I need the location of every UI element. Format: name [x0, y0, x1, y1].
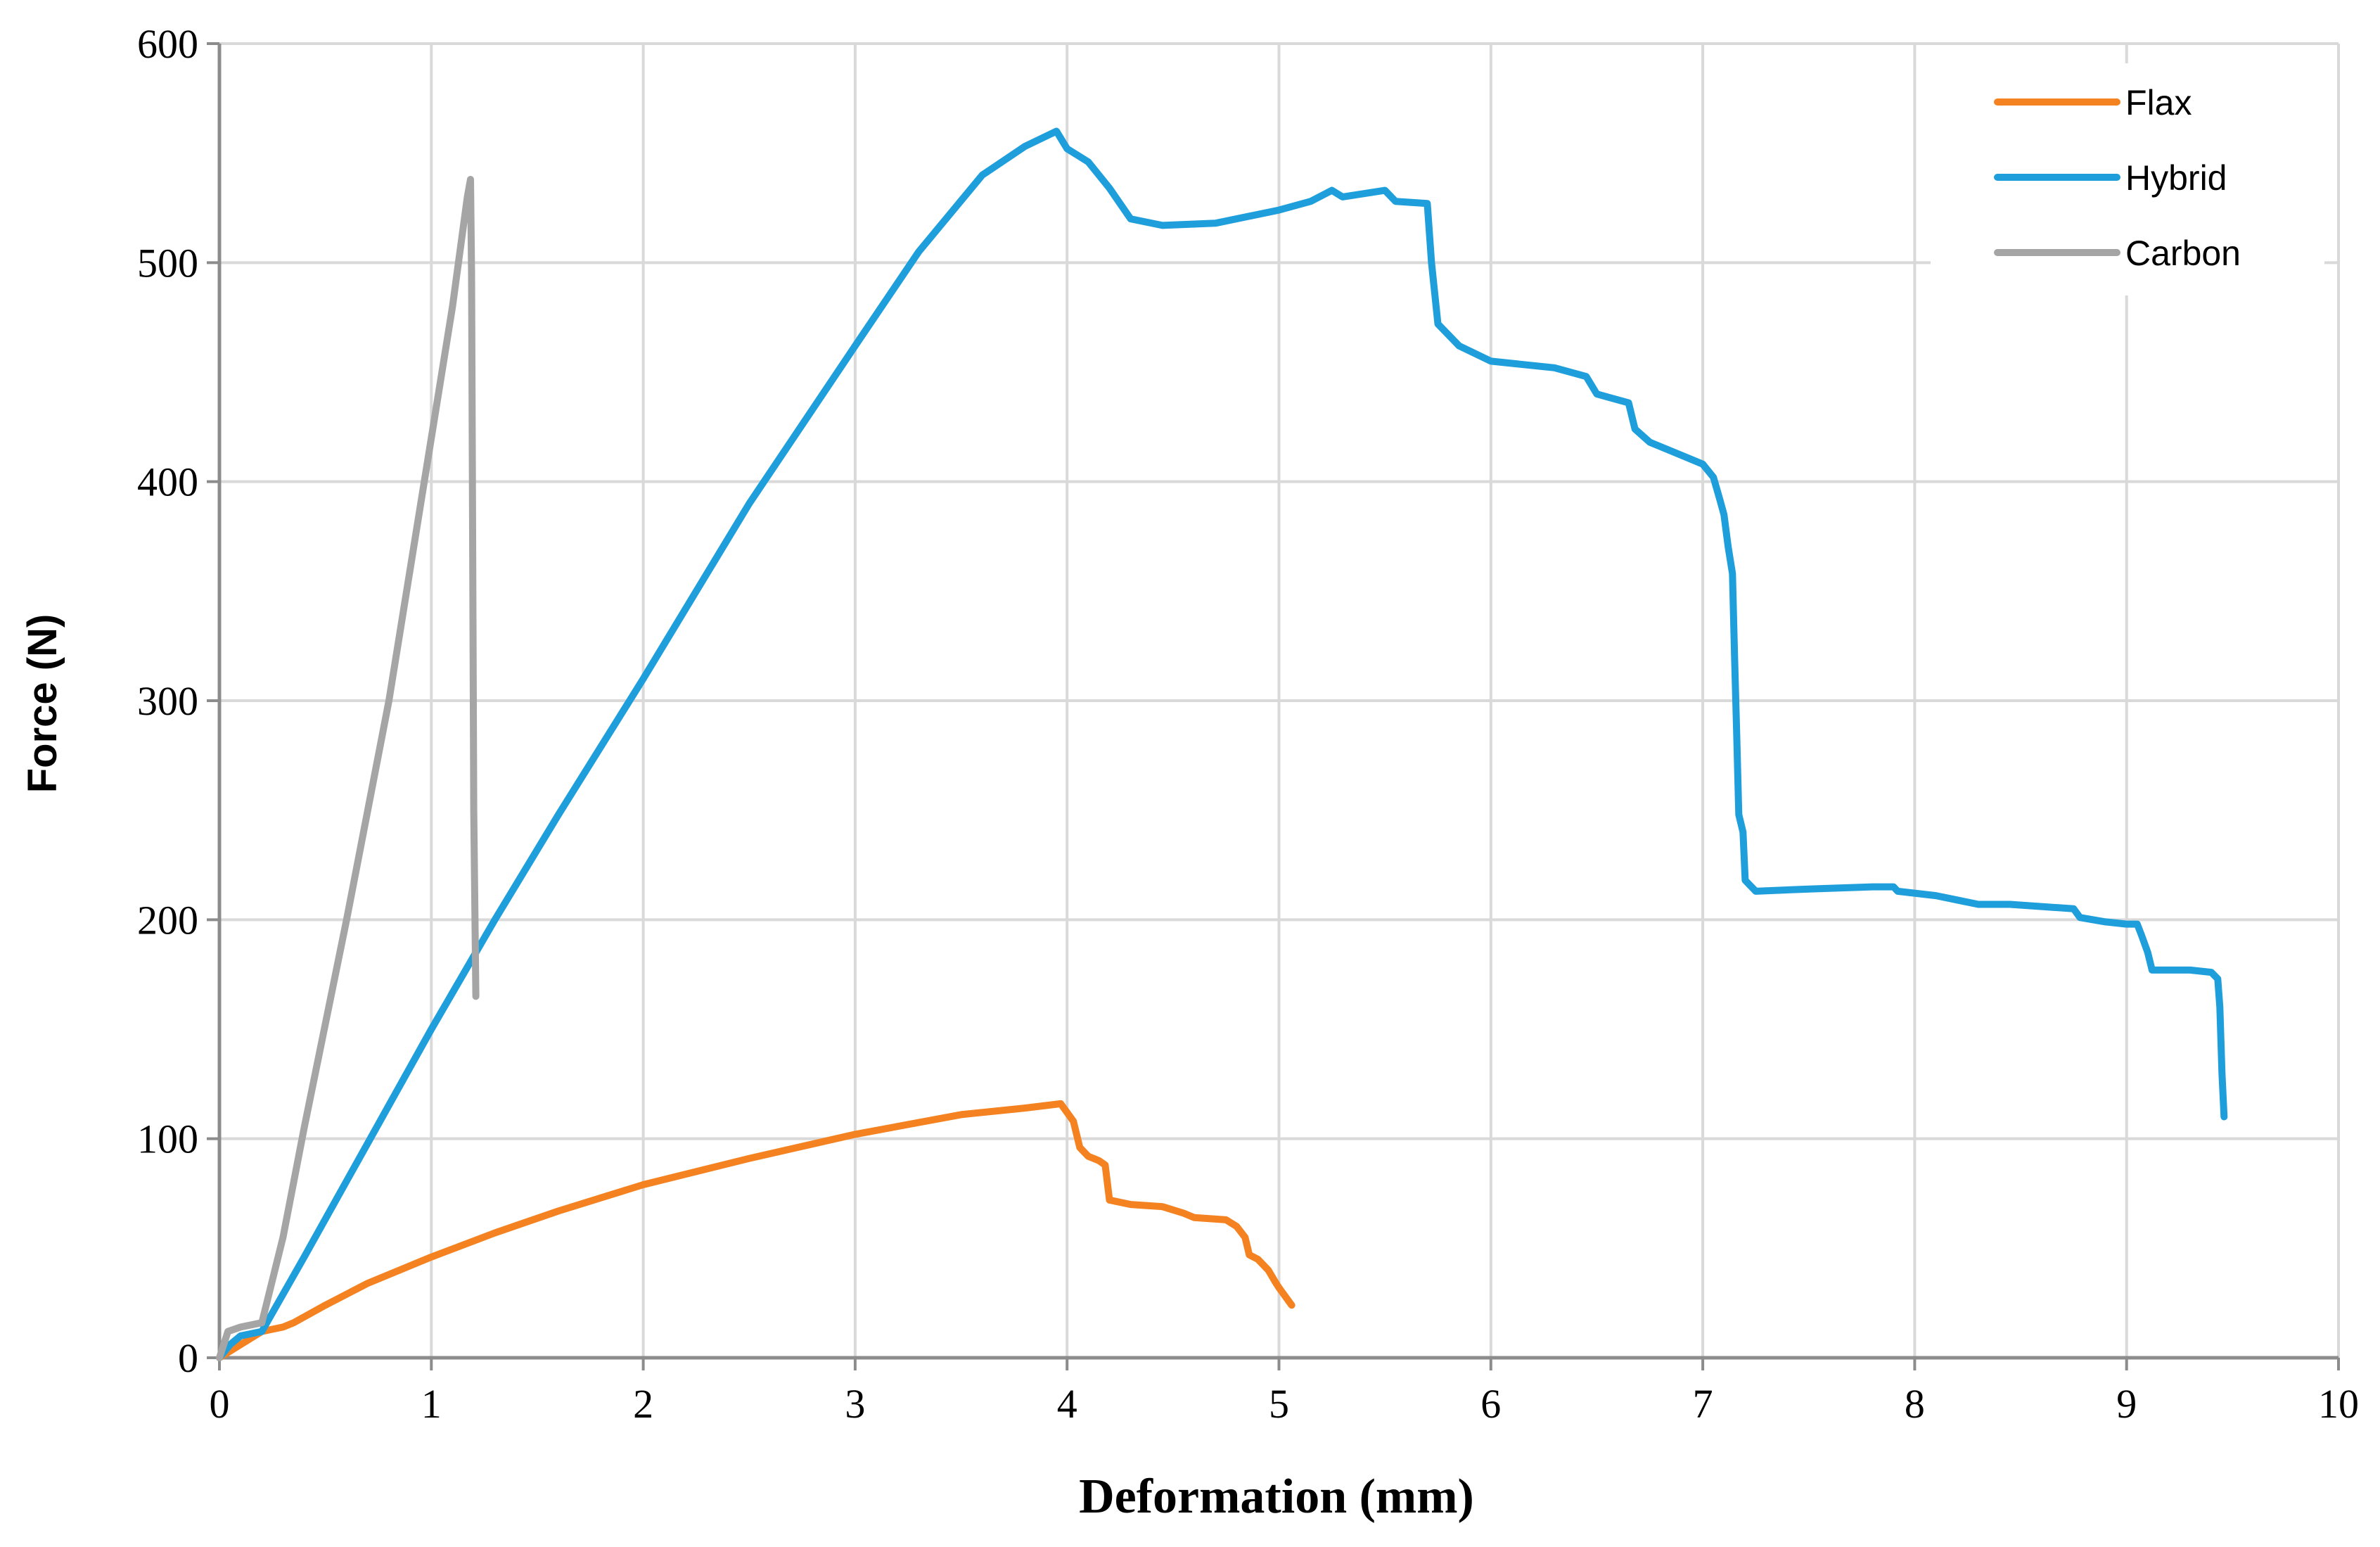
x-axis-label: Deformation (mm): [1079, 1470, 1474, 1524]
series-lines: [216, 127, 2228, 1361]
series-line-carbon: [216, 176, 480, 1361]
y-tick-label: 300: [137, 678, 198, 724]
y-tick-label: 200: [137, 897, 198, 943]
y-tick-label: 400: [137, 459, 198, 505]
x-tick-label: 9: [2116, 1381, 2137, 1427]
y-tick-label: 500: [137, 240, 198, 286]
legend-label-hybrid: Hybrid: [2125, 158, 2227, 198]
legend-label-carbon: Carbon: [2125, 234, 2241, 273]
y-axis-label: Force (N): [20, 614, 65, 794]
series-line-flax: [216, 1100, 1295, 1361]
legend: Flax Hybrid Carbon: [1931, 63, 2324, 295]
x-tick-label: 10: [2318, 1381, 2359, 1427]
series-line-hybrid: [216, 127, 2228, 1361]
x-tick-label: 3: [845, 1381, 865, 1427]
legend-label-flax: Flax: [2125, 83, 2192, 122]
axes: 0 100 200 300 400 500 600 0 1 2 3 4 5 6 7 8 9 10: [137, 21, 2359, 1427]
x-tick-label: 2: [633, 1381, 653, 1427]
x-tick-label: 5: [1269, 1381, 1289, 1427]
x-tick-label: 1: [421, 1381, 442, 1427]
x-tick-label: 8: [1905, 1381, 1925, 1427]
gridlines: [219, 42, 2340, 1358]
x-tick-label: 0: [210, 1381, 230, 1427]
y-tick-label: 600: [137, 21, 198, 67]
x-tick-label: 7: [1693, 1381, 1713, 1427]
x-tick-label: 4: [1057, 1381, 1077, 1427]
x-tick-label: 6: [1480, 1381, 1501, 1427]
y-tick-label: 100: [137, 1116, 198, 1162]
y-tick-label: 0: [178, 1335, 198, 1381]
